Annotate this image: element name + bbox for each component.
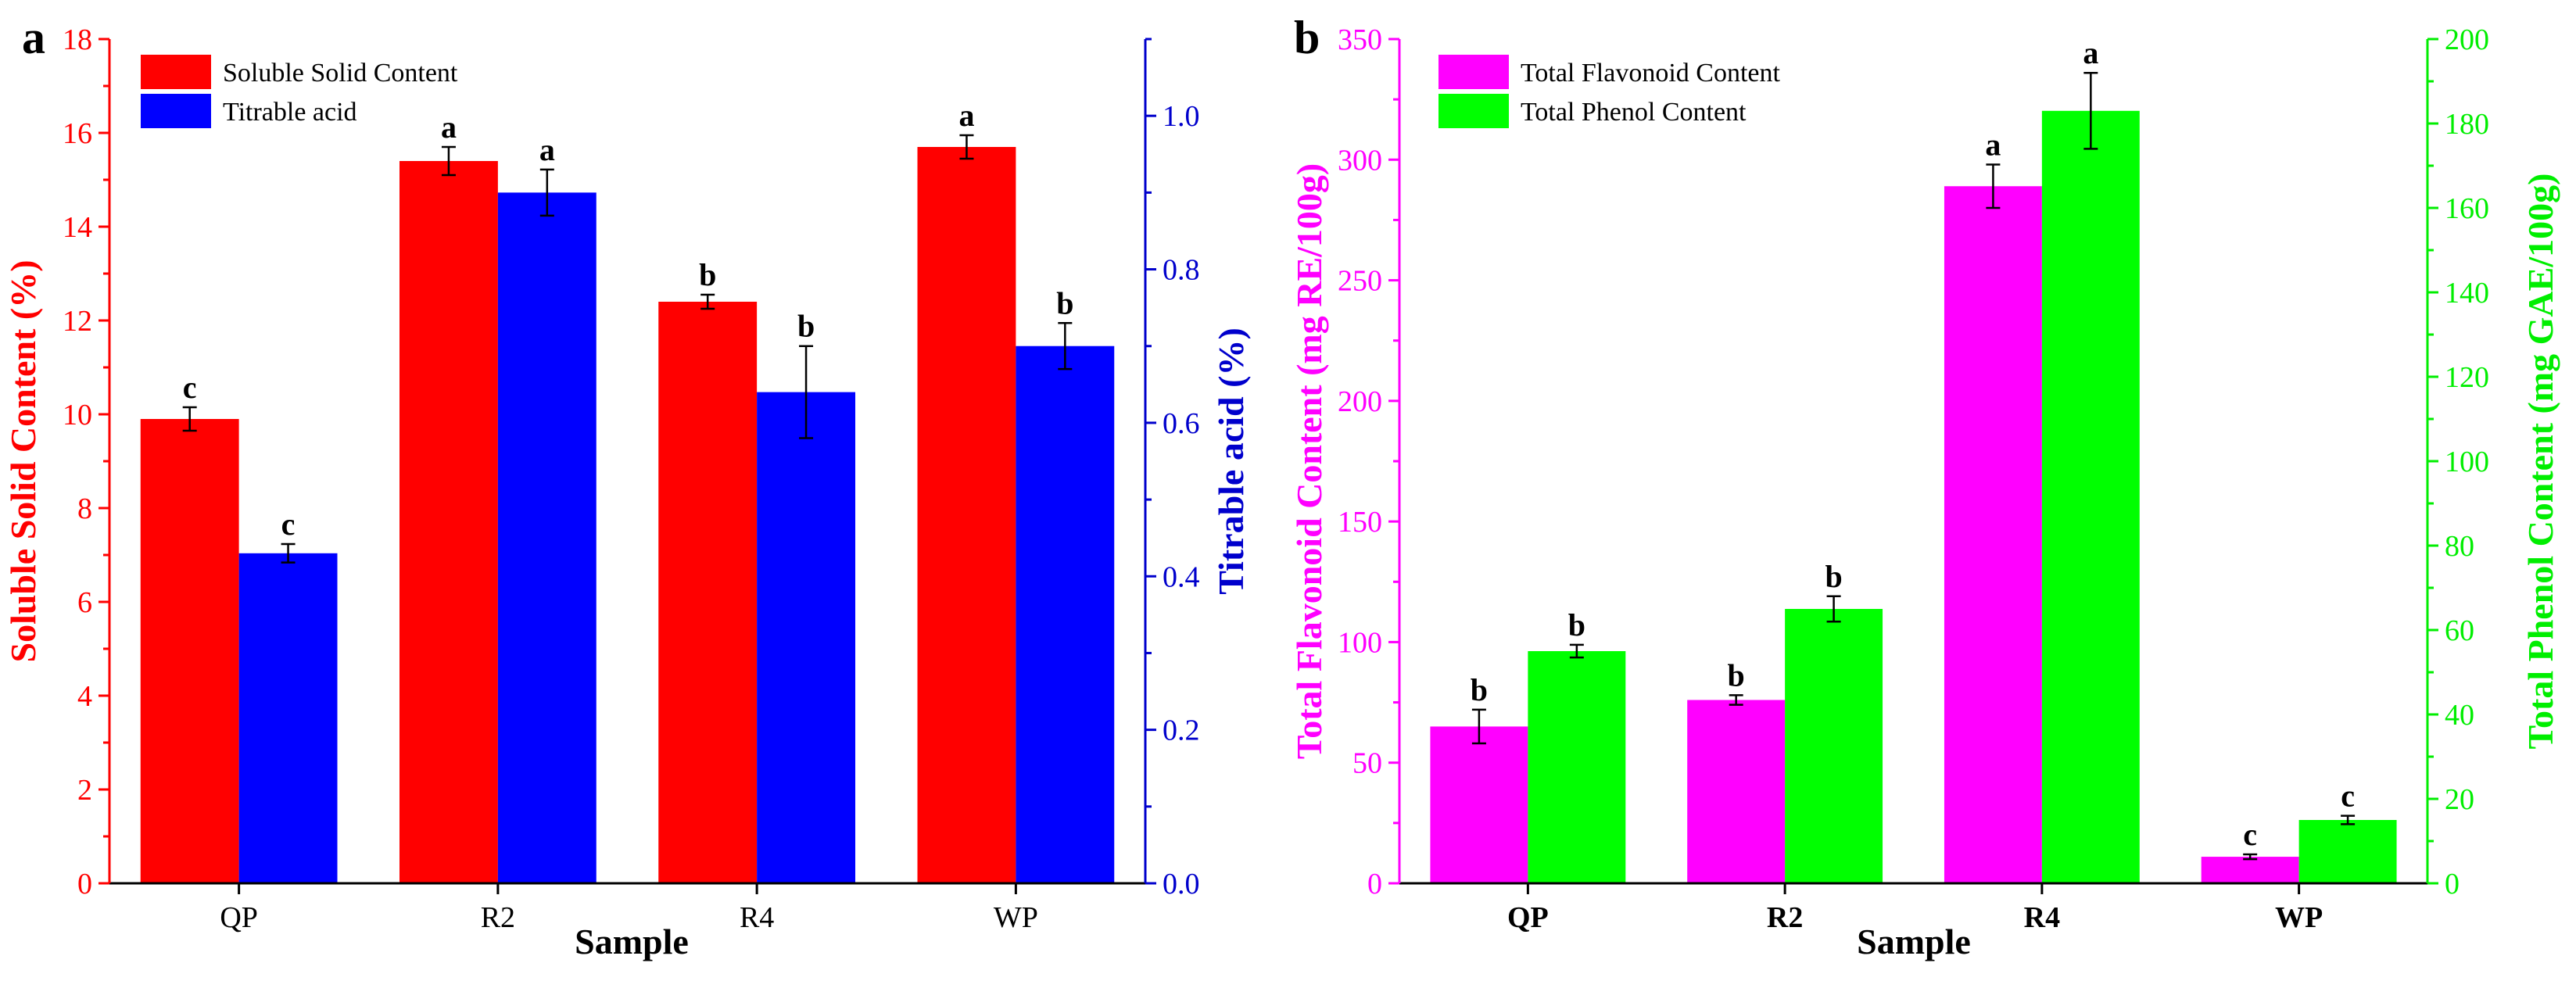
significance-label-b-r2-s0: b: [1728, 657, 1745, 693]
x-tick-label-a-qp: QP: [220, 901, 258, 934]
y-left-tick-label-a-3: 6: [77, 586, 92, 619]
legend-label-a-s0: Soluble Solid Content: [223, 59, 458, 88]
y-right-tick-label-a-3: 0.6: [1163, 407, 1200, 440]
y-right-tick-label-b-3: 60: [2445, 614, 2474, 647]
x-tick-label-b-r2: R2: [1767, 901, 1803, 934]
legend-swatch-a-s1: [141, 94, 211, 128]
y-right-tick-label-b-10: 200: [2445, 23, 2489, 56]
significance-label-b-qp-s1: b: [1568, 607, 1585, 643]
bar-a-qp-s1: [238, 553, 338, 883]
legend-label-a-s1: Titrable acid: [223, 98, 357, 127]
y-right-tick-label-b-7: 140: [2445, 277, 2489, 310]
significance-label-b-r2-s1: b: [1825, 559, 1842, 594]
significance-label-b-wp-s1: c: [2341, 779, 2355, 814]
panel-b-chart: b b b QP b b R2 a a R4 c c WP 0 50 100 150 200 250 300 350 0 2…: [1289, 12, 2560, 961]
significance-label-a-wp-s0: a: [958, 98, 974, 133]
bar-b-wp-s0: [2201, 857, 2299, 883]
bar-b-wp-s1: [2298, 820, 2397, 883]
y-left-tick-label-a-6: 12: [63, 305, 92, 338]
y-left-tick-label-a-7: 14: [63, 211, 92, 244]
legend-label-b-s1: Total Phenol Content: [1521, 98, 1747, 127]
bar-b-qp-s1: [1528, 651, 1626, 883]
bar-b-r2-s1: [1785, 609, 1883, 883]
y-right-tick-label-b-5: 100: [2445, 446, 2489, 478]
significance-label-b-r4-s1: a: [2083, 35, 2098, 70]
y-right-tick-label-a-4: 0.8: [1163, 254, 1200, 287]
y-right-tick-label-b-6: 120: [2445, 361, 2489, 394]
x-tick-label-b-r4: R4: [2024, 901, 2060, 934]
bar-a-r2-s0: [399, 161, 498, 883]
significance-label-a-qp-s0: c: [183, 370, 197, 405]
y-right-tick-label-b-1: 20: [2445, 783, 2474, 816]
panel-a-letter: a: [22, 12, 45, 63]
significance-label-a-r2-s1: a: [539, 132, 555, 167]
bar-a-r2-s1: [497, 192, 597, 883]
bar-a-r4-s0: [658, 302, 758, 883]
bar-a-qp-s0: [140, 419, 239, 883]
y-left-tick-label-a-9: 18: [63, 23, 92, 56]
y-left-tick-label-a-1: 2: [77, 774, 92, 807]
significance-label-a-r2-s0: a: [441, 109, 457, 145]
panel-a-chart: a c c QP a a R2 b b R4 a b WP 0 2 4 6 8 10 12 14 16 18 0.0 0.2 0.…: [3, 12, 1251, 961]
y-left-tick-label-b-3: 150: [1338, 506, 1382, 539]
bar-b-r2-s0: [1687, 700, 1786, 883]
y-right-tick-label-b-9: 180: [2445, 108, 2489, 141]
y-left-title-a: Soluble Solid Content (%): [3, 260, 43, 662]
legend-swatch-a-s0: [141, 55, 211, 89]
x-tick-label-a-r4: R4: [740, 901, 774, 934]
y-right-tick-label-b-8: 160: [2445, 192, 2489, 225]
significance-label-a-qp-s1: c: [281, 507, 296, 542]
y-right-tick-label-a-2: 0.4: [1163, 560, 1200, 593]
y-left-tick-label-b-5: 250: [1338, 265, 1382, 298]
y-left-tick-label-a-0: 0: [77, 868, 92, 900]
y-left-tick-label-b-7: 350: [1338, 23, 1382, 56]
y-right-tick-label-a-0: 0.0: [1163, 868, 1200, 900]
significance-label-a-r4-s0: b: [699, 257, 716, 292]
x-tick-label-b-qp: QP: [1507, 901, 1549, 934]
y-left-tick-label-b-2: 100: [1338, 626, 1382, 659]
y-left-tick-label-b-1: 50: [1352, 747, 1382, 780]
x-tick-label-b-wp: WP: [2275, 901, 2323, 934]
significance-label-b-r4-s0: a: [1985, 127, 2001, 162]
y-left-title-b: Total Flavonoid Content (mg RE/100g): [1289, 163, 1329, 759]
y-right-tick-label-a-5: 1.0: [1163, 100, 1200, 133]
x-tick-label-a-r2: R2: [481, 901, 515, 934]
bar-a-wp-s0: [917, 147, 1016, 883]
significance-label-b-qp-s0: b: [1471, 672, 1488, 707]
x-tick-label-a-wp: WP: [994, 901, 1038, 934]
legend-swatch-b-s0: [1438, 55, 1509, 89]
x-title-b: Sample: [1857, 922, 1971, 961]
significance-label-b-wp-s0: c: [2243, 817, 2257, 852]
legend-label-b-s0: Total Flavonoid Content: [1521, 59, 1780, 88]
significance-label-a-wp-s1: b: [1056, 285, 1073, 320]
bar-b-qp-s0: [1430, 726, 1528, 883]
y-right-tick-label-b-4: 80: [2445, 530, 2474, 563]
y-left-tick-label-b-4: 200: [1338, 385, 1382, 418]
y-right-title-a: Titrable acid (%): [1211, 328, 1251, 595]
y-left-tick-label-b-6: 300: [1338, 144, 1382, 177]
y-left-tick-label-a-2: 4: [77, 680, 92, 713]
y-right-tick-label-b-2: 40: [2445, 699, 2474, 732]
bar-b-r4-s0: [1944, 186, 2042, 883]
y-right-tick-label-b-0: 0: [2445, 868, 2460, 900]
x-title-a: Sample: [575, 922, 689, 961]
y-left-tick-label-a-8: 16: [63, 117, 92, 150]
y-left-tick-label-a-5: 10: [63, 399, 92, 431]
y-right-tick-label-a-1: 0.2: [1163, 714, 1200, 747]
bar-a-r4-s1: [757, 392, 855, 883]
panel-b-letter: b: [1294, 12, 1320, 63]
bar-a-wp-s1: [1016, 345, 1115, 883]
y-left-tick-label-b-0: 0: [1367, 868, 1382, 900]
legend-swatch-b-s1: [1438, 94, 1509, 128]
y-right-title-b: Total Phenol Content (mg GAE/100g): [2520, 174, 2560, 750]
significance-label-a-r4-s1: b: [797, 309, 815, 344]
y-left-tick-label-a-4: 8: [77, 492, 92, 525]
bar-b-r4-s1: [2041, 110, 2140, 884]
